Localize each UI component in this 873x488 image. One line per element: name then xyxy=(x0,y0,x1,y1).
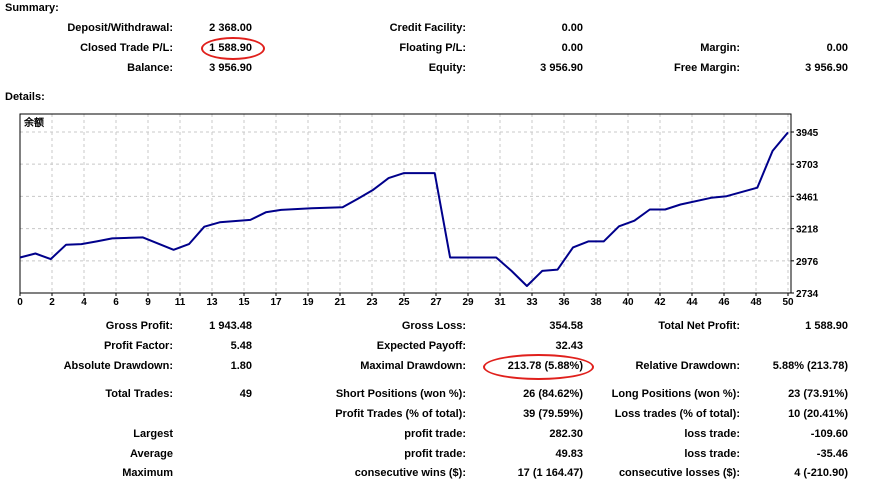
summary-label: Closed Trade P/L: xyxy=(80,42,173,54)
x-tick-label: 13 xyxy=(206,297,218,308)
details-value: -109.60 xyxy=(810,428,848,440)
details-label: Profit Trades (% of total): xyxy=(335,408,466,420)
x-tick-label: 42 xyxy=(654,297,666,308)
details-label: profit trade: xyxy=(404,428,466,440)
balance-line xyxy=(19,131,789,287)
details-label: Maximum xyxy=(122,467,173,479)
x-tick-label: 33 xyxy=(526,297,538,308)
summary-value: 0.00 xyxy=(561,42,583,54)
details-label: Gross Profit: xyxy=(105,320,173,332)
x-tick-label: 21 xyxy=(334,297,346,308)
details-label: Largest xyxy=(133,428,173,440)
details-value: 1 943.48 xyxy=(209,320,252,332)
details-value: 5.48 xyxy=(230,340,252,352)
y-tick-label: 3461 xyxy=(796,192,819,203)
details-value: 4 (-210.90) xyxy=(794,467,848,479)
details-value: 17 (1 164.47) xyxy=(517,467,583,479)
y-tick-label: 3218 xyxy=(796,225,819,236)
x-tick-label: 9 xyxy=(145,297,151,308)
details-label: consecutive losses ($): xyxy=(618,467,740,479)
x-tick-label: 11 xyxy=(175,297,186,308)
details-value: -35.46 xyxy=(816,448,848,460)
y-tick-label: 2976 xyxy=(796,257,819,268)
x-tick-label: 44 xyxy=(686,297,698,308)
details-label: profit trade: xyxy=(404,448,466,460)
x-tick-label: 38 xyxy=(590,297,602,308)
x-tick-label: 15 xyxy=(238,297,250,308)
summary-value: 0.00 xyxy=(826,42,848,54)
highlight-circle xyxy=(483,354,594,380)
x-tick-label: 23 xyxy=(366,297,378,308)
x-tick-label: 50 xyxy=(782,297,794,308)
y-tick-label: 3945 xyxy=(796,128,819,139)
details-heading: Details: xyxy=(5,91,45,103)
summary-label: Free Margin: xyxy=(673,62,740,74)
details-label: Maximal Drawdown: xyxy=(360,360,466,372)
x-tick-label: 6 xyxy=(113,297,119,308)
x-tick-label: 19 xyxy=(302,297,314,308)
details-label: Expected Payoff: xyxy=(376,340,466,352)
chart-title: 余额 xyxy=(23,116,44,129)
details-value: 49 xyxy=(239,388,252,400)
details-value: 39 (79.59%) xyxy=(523,408,583,420)
balance-chart: 0 2 4 6 9 11 13 15 17 19 21 23 25 27 29 31 33 36 38 40 42 44 4… xyxy=(17,113,819,308)
x-tick-label: 4 xyxy=(81,297,87,308)
summary-label: Equity: xyxy=(428,62,466,74)
details-label: Gross Loss: xyxy=(401,320,466,332)
summary-heading: Summary: xyxy=(5,2,59,14)
details-value: 23 (73.91%) xyxy=(788,388,848,400)
details-value: 26 (84.62%) xyxy=(523,388,583,400)
summary-value: 2 368.00 xyxy=(209,22,252,34)
x-tick-label: 29 xyxy=(462,297,474,308)
summary-label: Balance: xyxy=(127,62,173,74)
summary-value: 0.00 xyxy=(561,22,583,34)
plot-frame xyxy=(19,113,792,294)
summary-label: Deposit/Withdrawal: xyxy=(67,22,173,34)
details-label: consecutive wins ($): xyxy=(354,467,466,479)
x-tick-label: 2 xyxy=(49,297,55,308)
x-tick-label: 48 xyxy=(750,297,762,308)
details-label: loss trade: xyxy=(684,428,740,440)
details-label: Short Positions (won %): xyxy=(335,388,466,400)
x-tick-label: 25 xyxy=(398,297,410,308)
details-label: Loss trades (% of total): xyxy=(614,408,740,420)
summary-value: 3 956.90 xyxy=(805,62,848,74)
x-tick-label: 0 xyxy=(17,297,23,308)
x-tick-label: 46 xyxy=(718,297,730,308)
x-tick-label: 17 xyxy=(270,297,282,308)
x-tick-label: 27 xyxy=(430,297,442,308)
details-value: 49.83 xyxy=(555,448,583,460)
details-value: 1.80 xyxy=(230,360,252,372)
details-value: 282.30 xyxy=(549,428,583,440)
details-label: Long Positions (won %): xyxy=(611,388,740,400)
details-label: Total Net Profit: xyxy=(658,320,740,332)
details-label: Average xyxy=(129,448,173,460)
summary-label: Floating P/L: xyxy=(399,42,466,54)
x-tick-label: 31 xyxy=(494,297,506,308)
details-value: 5.88% (213.78) xyxy=(772,360,848,372)
summary-label: Credit Facility: xyxy=(389,22,466,34)
details-value: 354.58 xyxy=(549,320,583,332)
details-label: Relative Drawdown: xyxy=(635,360,740,372)
details-value: 1 588.90 xyxy=(805,320,848,332)
details-label: Profit Factor: xyxy=(103,340,173,352)
summary-value: 3 956.90 xyxy=(540,62,583,74)
y-tick-label: 3703 xyxy=(796,160,819,171)
details-label: Absolute Drawdown: xyxy=(63,360,173,372)
details-label: loss trade: xyxy=(684,448,740,460)
summary-label: Margin: xyxy=(700,42,740,54)
highlight-circle xyxy=(201,37,265,60)
summary-value: 3 956.90 xyxy=(209,62,252,74)
details-value: 32.43 xyxy=(555,340,583,352)
details-value: 10 (20.41%) xyxy=(788,408,848,420)
y-tick-label: 2734 xyxy=(796,289,819,300)
x-tick-label: 40 xyxy=(622,297,634,308)
details-label: Total Trades: xyxy=(105,388,173,400)
x-tick-label: 36 xyxy=(558,297,570,308)
